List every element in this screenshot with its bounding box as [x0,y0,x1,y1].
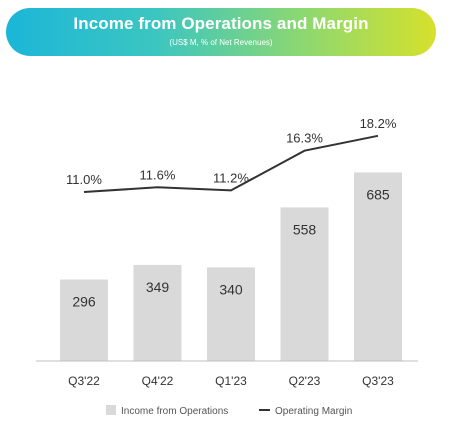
legend-bar-swatch [106,405,116,415]
bar-1 [133,264,182,361]
margin-value-label-1: 11.6% [140,167,176,182]
margin-value-label-2: 11.2% [213,170,249,185]
chart-title: Income from Operations and Margin [73,14,369,33]
category-label-3: Q2'23 [289,374,321,388]
legend: Income from Operations Operating Margin [106,405,352,417]
margin-value-label-0: 11.0% [66,172,102,187]
chart-title-banner: Income from Operations and Margin (US$ M… [6,8,436,56]
category-label-0: Q3'22 [68,374,100,388]
bar-value-label-3: 558 [293,221,317,237]
chart-subtitle: (US$ M, % of Net Revenues) [169,38,273,47]
bar-value-label-4: 685 [366,186,390,202]
bars-layer: 296 349 340 558 685 [60,172,402,361]
margin-line [83,134,379,193]
margin-value-label-3: 16.3% [286,131,323,146]
category-label-1: Q4'22 [142,374,174,388]
bar-0 [60,279,108,361]
bar-value-label-1: 349 [146,279,170,295]
category-label-4: Q3'23 [362,374,394,388]
bar-value-label-2: 340 [219,281,243,297]
category-labels: Q3'22 Q4'22 Q1'23 Q2'23 Q3'23 [68,374,394,388]
bar-2 [207,267,255,361]
legend-margin-label: Operating Margin [275,406,352,417]
margin-line-layer: 11.0% 11.6% 11.2% 16.3% 18.2% [66,116,397,193]
category-label-2: Q1'23 [215,374,247,388]
bar-value-label-0: 296 [72,294,96,310]
bar-3 [280,207,329,361]
legend-income-label: Income from Operations [121,406,228,417]
bar-4 [354,172,402,361]
margin-value-label-4: 18.2% [360,116,397,131]
